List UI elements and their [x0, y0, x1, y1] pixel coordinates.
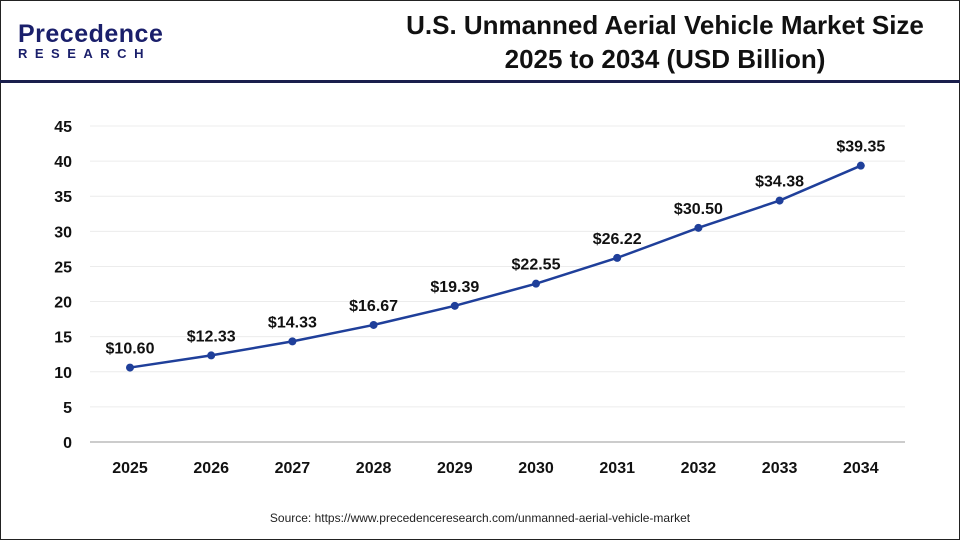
data-label: $16.67 — [349, 298, 398, 315]
data-label: $19.39 — [430, 279, 479, 296]
logo-text-bottom: RESEARCH — [18, 46, 151, 61]
data-point — [532, 279, 540, 288]
data-point — [126, 363, 134, 372]
data-point — [694, 223, 703, 232]
data-label: $14.33 — [268, 314, 317, 331]
data-point — [856, 161, 865, 170]
data-label: $39.35 — [836, 139, 885, 156]
y-tick-label: 40 — [54, 154, 72, 171]
logo-text-top: Precedence — [18, 20, 164, 48]
x-tick-label: 2026 — [193, 460, 229, 477]
y-tick-label: 30 — [54, 224, 72, 241]
data-label: $22.55 — [512, 257, 561, 274]
x-tick-label: 2030 — [518, 460, 554, 477]
y-tick-label: 25 — [54, 259, 72, 276]
x-tick-label: 2033 — [762, 460, 798, 477]
data-label: $10.60 — [106, 341, 155, 358]
y-tick-label: 20 — [54, 295, 72, 312]
data-label: $12.33 — [187, 328, 236, 345]
data-label: $26.22 — [593, 231, 642, 248]
series-line — [129, 164, 862, 369]
data-label: $30.50 — [674, 201, 723, 218]
y-tick-label: 45 — [54, 119, 72, 136]
data-point — [450, 301, 459, 310]
data-point — [288, 337, 297, 346]
data-point — [613, 253, 622, 262]
y-tick-label: 15 — [54, 330, 72, 347]
y-tick-label: 0 — [63, 435, 72, 452]
precedence-research-logo: Precedence RESEARCH — [18, 20, 163, 61]
y-tick-label: 5 — [63, 400, 72, 417]
x-tick-label: 2031 — [599, 460, 635, 477]
data-point — [369, 320, 378, 329]
source-text: Source: https://www.precedenceresearch.c… — [269, 511, 691, 525]
data-point — [775, 196, 784, 205]
x-tick-label: 2032 — [681, 460, 717, 477]
x-tick-label: 2027 — [275, 460, 311, 477]
x-tick-label: 2034 — [843, 460, 879, 477]
data-label: $34.38 — [755, 174, 804, 191]
y-tick-label: 35 — [54, 189, 72, 206]
chart-title: U.S. Unmanned Aerial Vehicle Market Size… — [406, 10, 924, 74]
y-tick-label: 10 — [54, 365, 72, 382]
x-tick-label: 2029 — [437, 460, 473, 477]
x-tick-label: 2025 — [112, 460, 148, 477]
x-tick-label: 2028 — [356, 460, 392, 477]
data-point — [207, 351, 216, 360]
header: Precedence RESEARCH U.S. Unmanned Aerial… — [0, 0, 960, 83]
